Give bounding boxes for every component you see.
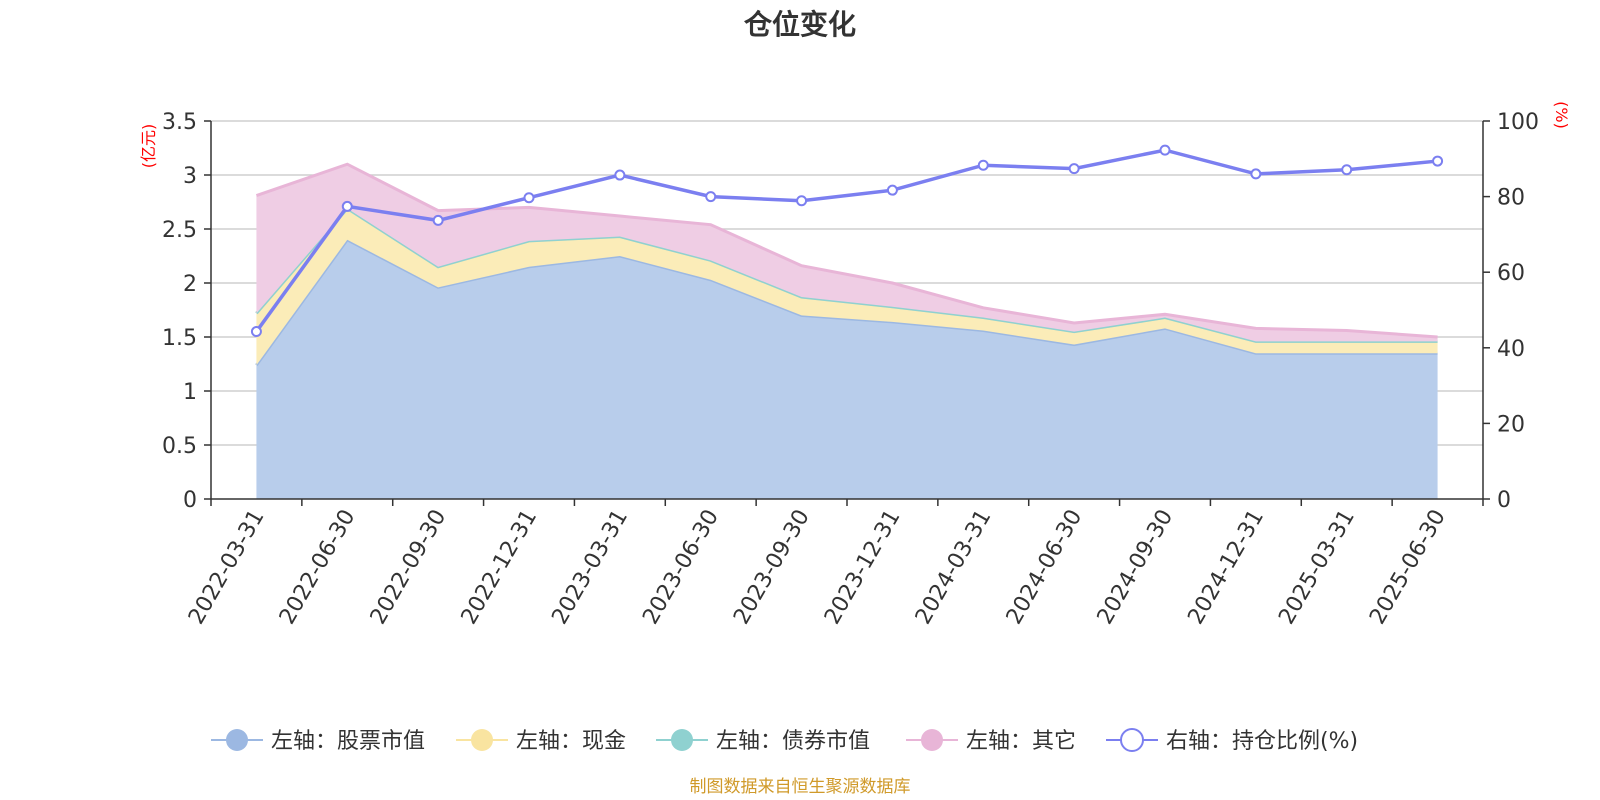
- x-tick-label: 2023-06-30: [638, 506, 724, 629]
- legend-item[interactable]: 左轴：股票市值: [211, 729, 425, 754]
- right-tick-label: 60: [1497, 261, 1525, 286]
- area-fill: [256, 208, 1438, 366]
- x-tick-label: 2024-09-30: [1093, 506, 1179, 629]
- ratio-point: [614, 169, 626, 181]
- legend-marker: [1120, 728, 1144, 752]
- chart-title: 仓位变化: [744, 8, 856, 41]
- stacked-areas: [255, 162, 1438, 500]
- left-tick-label: 1.5: [162, 326, 197, 351]
- legend-label: 右轴：持仓比例(%): [1166, 729, 1358, 754]
- x-tick-label: 2024-03-31: [911, 505, 997, 628]
- footer-source: 制图数据来自恒生聚源数据库: [690, 777, 911, 797]
- left-tick-label: 2: [183, 272, 197, 297]
- legend-marker: [921, 729, 943, 751]
- ratio-point: [796, 195, 808, 207]
- x-tick-label: 2022-12-31: [457, 506, 543, 629]
- area-edge-line: [255, 162, 1438, 339]
- ratio-point: [886, 184, 898, 196]
- x-tick-label: 2022-09-30: [366, 505, 452, 628]
- ratio-line-series: [250, 144, 1444, 338]
- right-tick-label: 40: [1497, 337, 1525, 362]
- legend-label: 左轴：现金: [516, 729, 626, 754]
- x-tick-label: 2024-06-30: [1002, 506, 1088, 629]
- right-tick-label: 20: [1497, 412, 1525, 437]
- ratio-point: [250, 326, 262, 338]
- legend-marker: [471, 729, 493, 751]
- ratio-line: [255, 148, 1438, 333]
- x-tick-label: 2022-03-31: [184, 506, 270, 629]
- x-tick-label: 2025-06-30: [1365, 506, 1451, 629]
- x-tick-label: 2025-03-31: [1274, 506, 1360, 629]
- left-tick-label: 3.5: [162, 110, 197, 135]
- legend-label: 左轴：其它: [966, 729, 1076, 754]
- ratio-point: [432, 214, 444, 226]
- left-tick-label: 0: [183, 488, 197, 513]
- legend-item[interactable]: 左轴：债券市值: [656, 729, 870, 754]
- right-tick-label: 0: [1497, 488, 1511, 513]
- x-tick-label: 2024-12-31: [1183, 506, 1269, 629]
- left-tick-label: 1: [183, 380, 197, 405]
- ratio-point: [523, 192, 535, 204]
- area-fill: [256, 164, 1438, 342]
- ratio-point: [341, 200, 353, 212]
- legend-item[interactable]: 左轴：其它: [906, 729, 1076, 754]
- right-tick-label: 80: [1497, 186, 1525, 211]
- left-axis-unit: (亿元): [139, 124, 158, 169]
- legend-marker: [671, 729, 693, 751]
- x-tick-label: 2023-09-30: [729, 506, 815, 629]
- ratio-point: [1341, 164, 1353, 176]
- legend-item[interactable]: 左轴：现金: [456, 729, 626, 754]
- x-tick-label: 2023-03-31: [547, 506, 633, 629]
- legend: 左轴：股票市值 左轴：现金 左轴：债券市值 左轴：其它 右轴：持仓比例(%): [211, 728, 1358, 754]
- ratio-point: [705, 191, 717, 203]
- ratio-point: [1159, 144, 1171, 156]
- ratio-point: [1250, 168, 1262, 180]
- legend-marker: [226, 729, 248, 751]
- left-tick-label: 0.5: [162, 434, 197, 459]
- left-tick-label: 3: [183, 164, 197, 189]
- right-tick-label: 100: [1497, 110, 1539, 135]
- ratio-point: [977, 159, 989, 171]
- ratio-point: [1068, 163, 1080, 175]
- right-axis-unit: (%): [1552, 101, 1571, 129]
- legend-label: 左轴：债券市值: [716, 729, 870, 754]
- x-tick-label: 2023-12-31: [820, 506, 906, 629]
- ratio-point: [1432, 155, 1444, 167]
- area-fill: [256, 239, 1438, 500]
- legend-item[interactable]: 右轴：持仓比例(%): [1106, 728, 1358, 754]
- legend-label: 左轴：股票市值: [271, 729, 425, 754]
- left-tick-label: 2.5: [162, 218, 197, 243]
- x-tick-label: 2022-06-30: [275, 506, 361, 629]
